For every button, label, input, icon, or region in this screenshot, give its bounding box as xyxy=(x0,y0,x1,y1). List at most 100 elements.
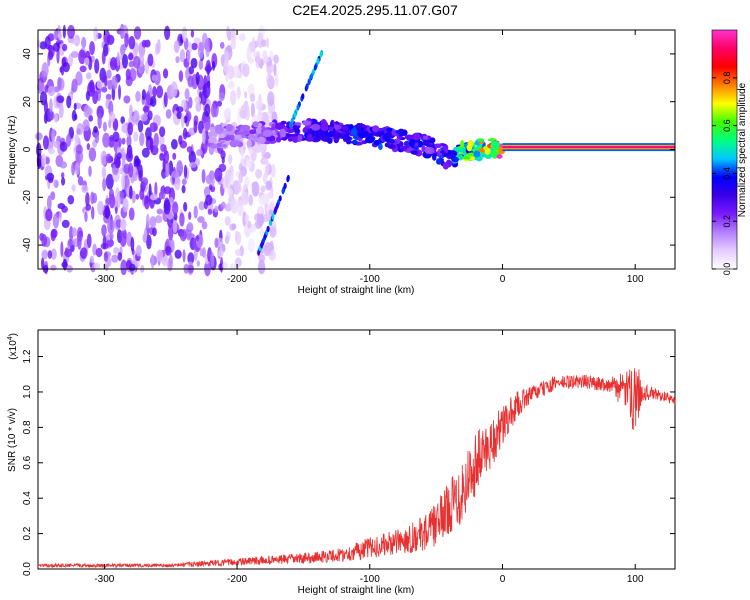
signal-blob xyxy=(275,136,282,143)
noise-blob xyxy=(86,233,92,249)
noise-blob xyxy=(125,68,131,81)
noise-blob xyxy=(159,153,165,161)
noise-blob xyxy=(249,93,256,103)
noise-blob xyxy=(273,54,279,64)
diagonal-feature-blob xyxy=(316,58,320,65)
noise-blob xyxy=(193,120,198,134)
noise-blob xyxy=(259,227,264,237)
noise-blob xyxy=(255,99,263,111)
noise-blob xyxy=(170,81,178,98)
noise-blob xyxy=(262,172,268,185)
colorbar-label: Normalized spectral amplitude xyxy=(737,82,748,217)
noise-blob xyxy=(224,216,231,226)
noise-blob xyxy=(159,126,166,138)
noise-blob xyxy=(49,111,55,121)
noise-blob xyxy=(45,156,50,165)
noise-blob xyxy=(224,176,229,187)
noise-blob xyxy=(106,239,115,247)
noise-blob xyxy=(44,35,51,50)
noise-blob xyxy=(67,24,75,39)
signal-blob xyxy=(294,122,302,126)
noise-blob xyxy=(167,257,173,272)
noise-blob xyxy=(102,235,107,250)
noise-blob xyxy=(81,184,89,193)
noise-blob xyxy=(141,147,150,158)
noise-blob xyxy=(93,262,101,270)
noise-blob xyxy=(267,66,272,78)
signal-blob xyxy=(404,141,409,147)
noise-blob xyxy=(131,190,137,204)
noise-blob xyxy=(121,173,126,190)
noise-blob xyxy=(246,46,252,62)
noise-blob xyxy=(252,50,257,59)
noise-blob xyxy=(47,250,53,259)
diagonal-feature-blob xyxy=(275,203,279,210)
noise-blob xyxy=(105,173,114,190)
signal-blob xyxy=(386,127,393,133)
noise-blob xyxy=(198,201,205,211)
noise-blob xyxy=(89,41,95,56)
noise-blob xyxy=(230,27,237,44)
noise-blob xyxy=(134,158,142,166)
noise-blob xyxy=(181,26,188,42)
noise-blob xyxy=(96,79,103,90)
noise-blob xyxy=(264,241,272,257)
signal-blob xyxy=(246,139,252,148)
signal-blob xyxy=(458,154,464,161)
noise-blob xyxy=(91,206,95,220)
noise-blob xyxy=(238,183,242,193)
noise-blob xyxy=(156,208,164,215)
noise-blob xyxy=(74,133,80,143)
noise-blob xyxy=(148,183,152,199)
noise-blob xyxy=(173,176,181,191)
noise-blob xyxy=(93,125,98,134)
signal-blob xyxy=(224,136,232,141)
spectrogram-x-tick-label: -200 xyxy=(227,274,247,285)
noise-blob xyxy=(181,178,187,186)
noise-blob xyxy=(226,25,230,39)
noise-blob xyxy=(127,148,132,159)
noise-blob xyxy=(111,254,119,263)
noise-blob xyxy=(49,98,53,114)
signal-blob xyxy=(292,125,299,130)
noise-blob xyxy=(251,181,258,190)
snr-y-tick-label: 1.0 xyxy=(22,385,33,399)
noise-blob xyxy=(214,167,223,182)
signal-blob xyxy=(413,141,419,148)
noise-blob xyxy=(214,237,219,249)
noise-blob xyxy=(102,177,107,192)
signal-blob xyxy=(458,148,466,153)
noise-blob xyxy=(156,85,164,99)
noise-blob xyxy=(135,193,140,200)
noise-blob xyxy=(106,69,112,79)
noise-blob xyxy=(105,153,112,164)
signal-blob xyxy=(236,134,242,140)
noise-blob xyxy=(46,195,52,211)
noise-blob xyxy=(224,235,230,245)
noise-blob xyxy=(188,150,196,164)
noise-blob xyxy=(235,231,242,245)
noise-blob xyxy=(264,119,271,130)
noise-blob xyxy=(219,41,225,49)
noise-blob xyxy=(103,30,111,46)
noise-blob xyxy=(107,218,115,234)
noise-blob xyxy=(275,72,279,87)
noise-blob xyxy=(113,247,120,254)
noise-blob xyxy=(97,113,102,129)
signal-blob xyxy=(411,132,421,141)
noise-blob xyxy=(187,252,195,265)
signal-blob xyxy=(240,124,251,131)
noise-blob xyxy=(97,200,105,216)
spectrogram-y-tick-label: 0 xyxy=(22,146,33,152)
signal-blob xyxy=(462,156,471,160)
noise-blob xyxy=(179,49,186,63)
noise-blob xyxy=(154,215,163,224)
noise-blob xyxy=(162,157,166,173)
noise-blob xyxy=(102,132,111,148)
noise-blob xyxy=(164,25,171,41)
noise-blob xyxy=(247,220,252,229)
noise-blob xyxy=(248,148,254,155)
noise-blob xyxy=(229,188,233,201)
colorbar-frame xyxy=(711,29,738,270)
noise-blob xyxy=(53,179,59,189)
